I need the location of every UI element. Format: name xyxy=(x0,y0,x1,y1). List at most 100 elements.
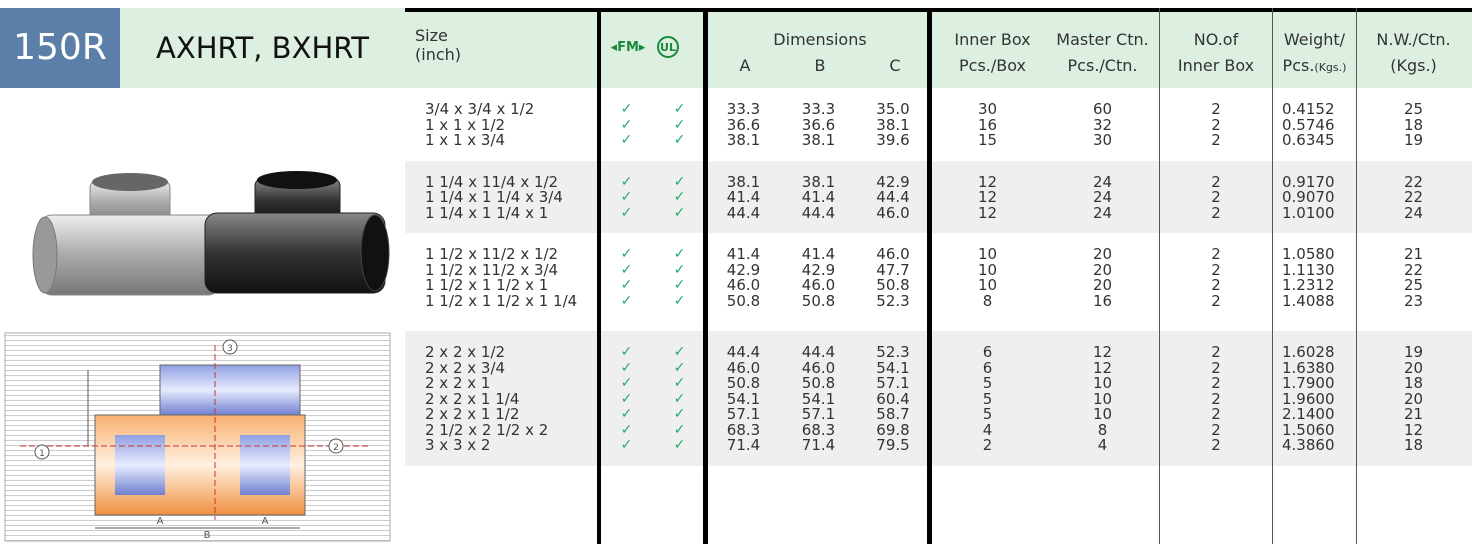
pcs-per-ctn: 32 xyxy=(1092,117,1113,133)
nw-per-ctn: 20 xyxy=(1403,391,1424,407)
dim-label: B xyxy=(204,530,211,541)
pcs-per-ctn: 8 xyxy=(1097,422,1108,438)
pcs-per-box: 10 xyxy=(977,278,998,294)
dim-b: 68.3 xyxy=(801,422,836,438)
weight: 4.3860 xyxy=(1282,438,1335,454)
row-group: 1 1/4 x 11/4 x 1/2 ✓ ✓ 38.1 38.1 42.9 12 24 2 0.9… xyxy=(405,160,1472,233)
header-text: NO.of xyxy=(1193,30,1239,49)
size-header: Size (inch) xyxy=(415,26,525,64)
pcs-per-box: 4 xyxy=(982,422,993,438)
ul-check: ✓ xyxy=(673,422,686,438)
nw-per-ctn: 12 xyxy=(1403,422,1424,438)
dim-a: 54.1 xyxy=(726,391,761,407)
dim-c: 58.7 xyxy=(876,407,910,423)
pcs-per-ctn: 24 xyxy=(1092,205,1113,221)
model-title: AXHRT, BXHRT xyxy=(120,8,405,88)
dim-b: 44.4 xyxy=(801,345,836,361)
size: 2 1/2 x 2 1/2 x 2 xyxy=(425,422,549,438)
pcs-per-ctn: 24 xyxy=(1092,174,1113,190)
dim-b: 50.8 xyxy=(801,293,836,309)
ul-check: ✓ xyxy=(673,102,686,117)
inner-box-count: 2 xyxy=(1211,407,1221,423)
table-row: 2 x 2 x 1 1/2 ✓ ✓ 57.1 57.1 58.7 5 10 2 2.1400 21 xyxy=(405,407,1472,423)
pcs-per-box: 5 xyxy=(982,391,993,407)
ul-check: ✓ xyxy=(673,293,686,309)
dim-a: 36.6 xyxy=(726,117,761,133)
ul-check: ✓ xyxy=(673,438,686,453)
ul-check: ✓ xyxy=(673,262,686,278)
fm-check: ✓ xyxy=(620,190,633,205)
weight: 0.5746 xyxy=(1282,117,1335,133)
weight: 1.0100 xyxy=(1282,205,1335,221)
weight: 1.0580 xyxy=(1282,247,1335,263)
pcs-per-ctn: 10 xyxy=(1092,391,1113,407)
table-row: 2 x 2 x 1 1/4 ✓ ✓ 54.1 54.1 60.4 5 10 2 1.9600 20 xyxy=(405,392,1472,408)
nw-per-ctn: 24 xyxy=(1403,205,1424,221)
pcs-per-box: 12 xyxy=(977,174,998,190)
inner-box-count: 2 xyxy=(1211,262,1221,278)
ul-check: ✓ xyxy=(673,190,686,205)
dim-a: 57.1 xyxy=(726,407,761,423)
dim-a: 42.9 xyxy=(726,262,761,278)
weight: 1.6028 xyxy=(1282,345,1335,361)
row-group: 1 1/2 x 11/2 x 1/2 ✓ ✓ 41.4 41.4 46.0 10 20 2 1.0… xyxy=(405,233,1472,331)
weight: 0.9070 xyxy=(1282,190,1335,206)
inner-box-count: 2 xyxy=(1211,360,1221,376)
pcs-per-box: 16 xyxy=(977,117,998,133)
inner-box-count: 2 xyxy=(1211,376,1221,392)
size: 2 x 2 x 1 1/4 xyxy=(425,391,520,407)
dim-c: 50.8 xyxy=(876,278,910,294)
dim-b: 57.1 xyxy=(801,407,836,423)
dim-c: 57.1 xyxy=(876,376,910,392)
weight: 1.2312 xyxy=(1282,278,1335,294)
table-row: 1 1/4 x 11/4 x 1/2 ✓ ✓ 38.1 38.1 42.9 12 24 2 0.9… xyxy=(405,175,1472,191)
fm-check: ✓ xyxy=(620,407,633,422)
table-row: 2 x 2 x 1 ✓ ✓ 50.8 50.8 57.1 5 10 2 1.7900 18 xyxy=(405,376,1472,392)
fm-check: ✓ xyxy=(620,174,633,190)
fm-check: ✓ xyxy=(620,247,633,262)
dim-a: 44.4 xyxy=(726,205,761,221)
fm-logo: ◂FM▸ xyxy=(610,40,646,55)
ul-check: ✓ xyxy=(673,117,686,133)
weight: 1.9600 xyxy=(1282,391,1335,407)
inner-box-count: 2 xyxy=(1211,278,1221,294)
header-text: Pcs./Box xyxy=(959,56,1026,75)
nw-per-ctn: 21 xyxy=(1403,407,1424,423)
header-text: Weight/ xyxy=(1283,30,1346,49)
nw-per-ctn: 22 xyxy=(1403,190,1424,206)
dim-a: 41.4 xyxy=(726,247,761,263)
table-row: 2 x 2 x 1/2 ✓ ✓ 44.4 44.4 52.3 6 12 2 1.6028 19 xyxy=(405,345,1472,361)
ul-check: ✓ xyxy=(673,391,686,407)
dim-b: 42.9 xyxy=(801,262,836,278)
dim-b: 54.1 xyxy=(801,391,836,407)
dim-a: 44.4 xyxy=(726,345,761,361)
header-text: Pcs. xyxy=(1282,56,1315,75)
fm-check: ✓ xyxy=(620,117,633,133)
nw-per-ctn: 18 xyxy=(1403,438,1424,454)
dim-b: 41.4 xyxy=(801,247,836,263)
header-text: (Kgs.) xyxy=(1314,61,1347,74)
size: 2 x 2 x 1 xyxy=(425,376,491,392)
header-text: N.W./Ctn. xyxy=(1376,30,1451,49)
pcs-per-ctn: 24 xyxy=(1092,190,1113,206)
header-text: B xyxy=(814,56,826,75)
section-diagram: 1 2 3 A B A xyxy=(4,332,391,542)
dim-a: 41.4 xyxy=(726,190,761,206)
dim-a: 38.1 xyxy=(726,174,761,190)
table-row: 1 1/2 x 1 1/2 x 1 ✓ ✓ 46.0 46.0 50.8 10 20 2 1.23… xyxy=(405,278,1472,294)
fm-check: ✓ xyxy=(620,293,633,309)
pcs-per-box: 8 xyxy=(982,293,993,309)
dim-b: 38.1 xyxy=(801,174,836,190)
weight: 1.6380 xyxy=(1282,360,1335,376)
pcs-per-box: 5 xyxy=(982,376,993,392)
table-row: 1 1/2 x 11/2 x 1/2 ✓ ✓ 41.4 41.4 46.0 10 20 2 1.0… xyxy=(405,247,1472,263)
inner-box-count: 2 xyxy=(1211,438,1221,454)
dim-b: 33.3 xyxy=(801,102,836,118)
pcs-per-box: 10 xyxy=(977,247,998,263)
weight: 0.9170 xyxy=(1282,174,1335,190)
nw-per-ctn: 25 xyxy=(1403,278,1424,294)
table-row: 2 1/2 x 2 1/2 x 2 ✓ ✓ 68.3 68.3 69.8 4 8 2 1.5060… xyxy=(405,423,1472,439)
port-label: 1 xyxy=(39,449,45,459)
pcs-per-box: 6 xyxy=(982,345,993,361)
pcs-per-ctn: 10 xyxy=(1092,407,1113,423)
